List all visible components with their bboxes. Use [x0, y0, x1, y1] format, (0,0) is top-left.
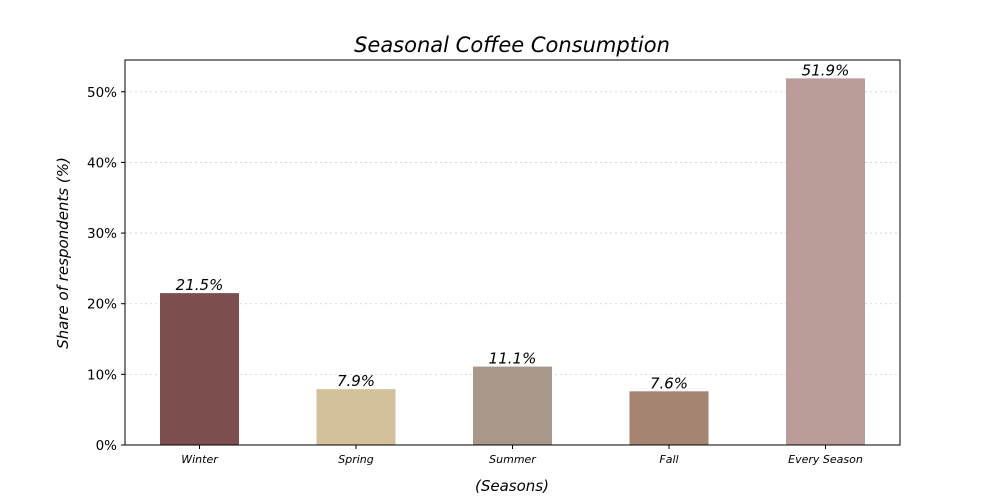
- bar: [629, 391, 709, 445]
- y-tick-label: 40%: [87, 155, 117, 171]
- x-tick-label: Winter: [181, 453, 219, 466]
- chart-title: Seasonal Coffee Consumption: [354, 33, 670, 57]
- data-label: 51.9%: [802, 61, 850, 79]
- x-tick-label: Spring: [338, 453, 374, 466]
- data-labels: 21.5% 7.9% 11.1% 7.6% 51.9%: [176, 61, 850, 392]
- bars: [160, 78, 865, 445]
- y-axis-ticks: 0% 10% 20% 30% 40% 50%: [87, 85, 125, 454]
- bar: [316, 389, 396, 445]
- bar: [473, 366, 552, 445]
- grid-lines: [125, 91, 900, 375]
- data-label: 11.1%: [489, 350, 537, 368]
- bar: [160, 293, 239, 445]
- y-tick-label: 30%: [87, 226, 117, 242]
- y-tick-label: 0%: [96, 438, 118, 454]
- x-tick-label: Every Season: [788, 453, 863, 466]
- x-axis-ticks: Winter Spring Summer Fall Every Season: [181, 445, 863, 466]
- x-tick-label: Summer: [489, 453, 537, 466]
- y-tick-label: 10%: [87, 367, 117, 383]
- y-tick-label: 20%: [87, 297, 117, 313]
- y-axis-label: Share of respondents (%): [54, 157, 72, 349]
- x-axis-label: (Seasons): [475, 477, 549, 495]
- data-label: 21.5%: [176, 276, 224, 294]
- bar: [786, 78, 865, 445]
- data-label: 7.6%: [650, 374, 688, 392]
- x-tick-label: Fall: [659, 453, 678, 466]
- data-label: 7.9%: [337, 372, 375, 390]
- y-tick-label: 50%: [87, 85, 117, 101]
